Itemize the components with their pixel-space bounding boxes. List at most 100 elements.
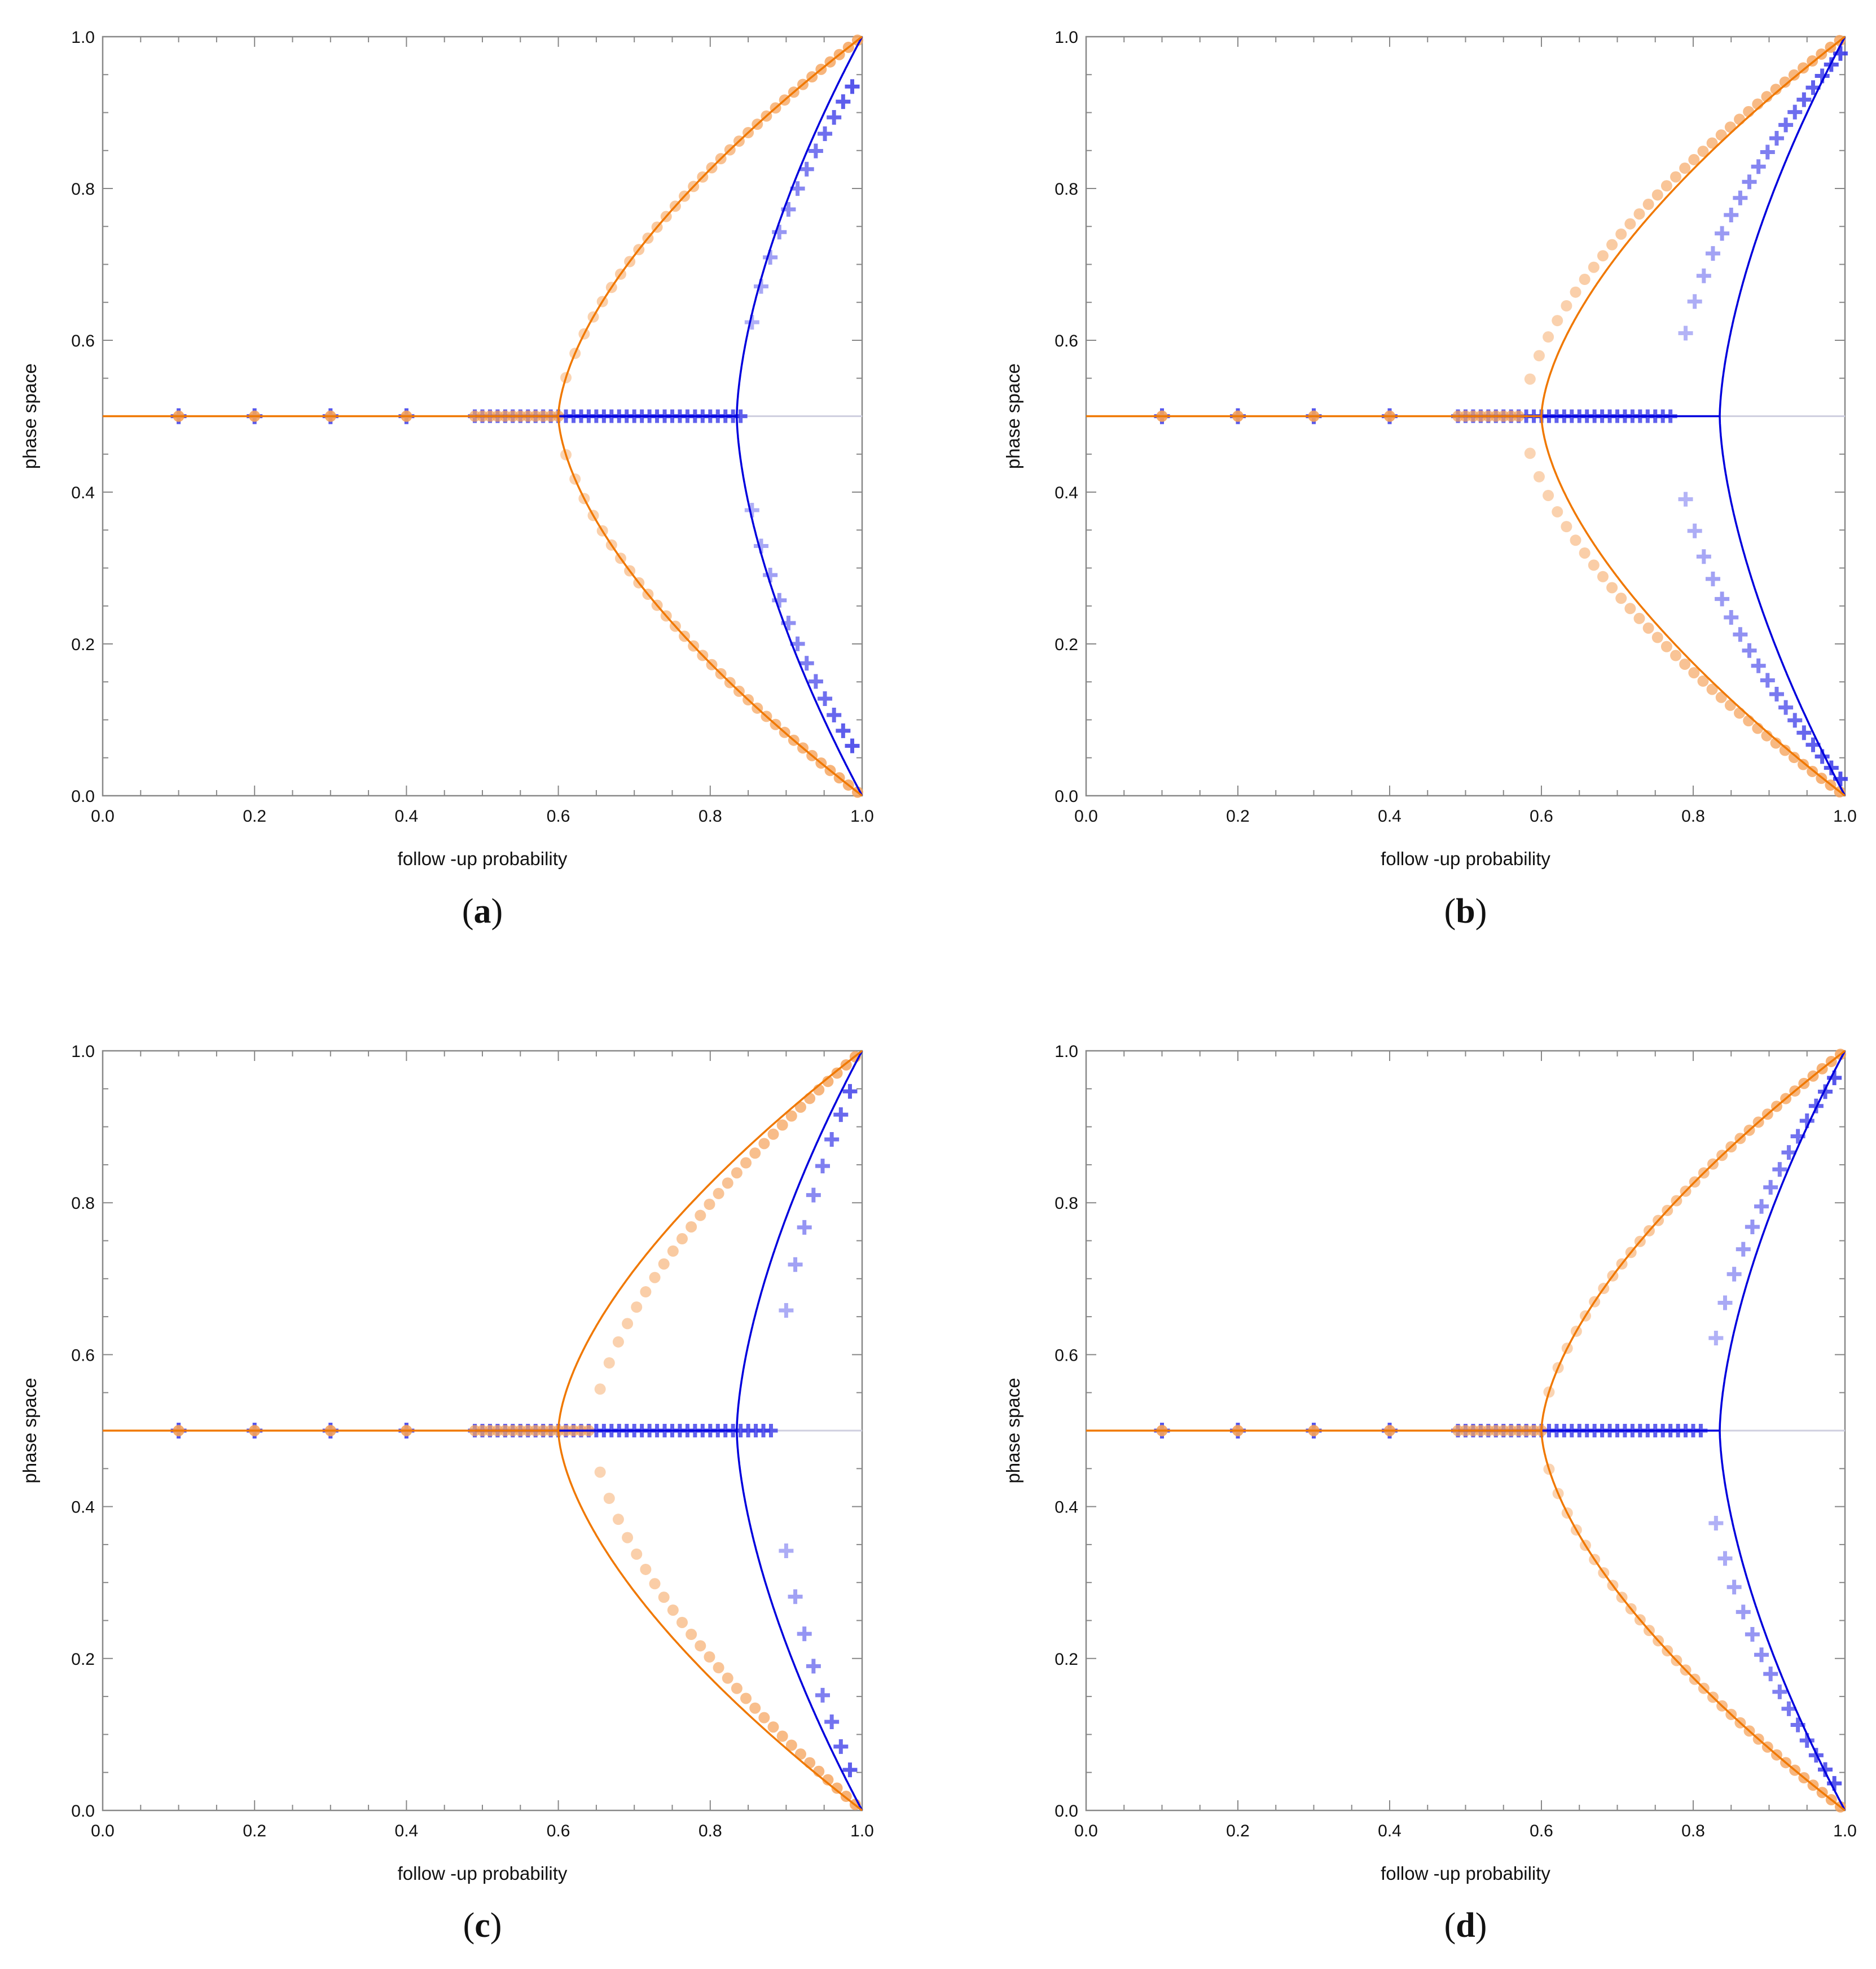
orange-sim-marker [731, 1682, 743, 1694]
blue-sim-marker [763, 568, 778, 583]
orange-sim-marker [1651, 189, 1663, 201]
orange-sim-marker [631, 1301, 643, 1313]
panel-label: (a) [462, 892, 503, 931]
orange-sim-marker [1606, 239, 1618, 251]
x-tick-label: 0.2 [243, 1822, 266, 1840]
orange-sim-marker [749, 1147, 761, 1159]
x-tick-label: 0.4 [1378, 1822, 1401, 1840]
orange-sim-marker [649, 1271, 661, 1283]
blue-sim-marker [1763, 1667, 1778, 1682]
orange-sim-marker [1697, 675, 1709, 687]
blue-theory-curve [1719, 1050, 1846, 1811]
orange-sim-marker [1697, 146, 1709, 157]
x-tick-label: 0.6 [1530, 807, 1553, 826]
blue-sim-marker [763, 249, 778, 265]
blue-sim-marker [815, 1687, 831, 1703]
orange-sim-marker [767, 1128, 779, 1140]
orange-sim-marker [831, 1067, 843, 1079]
orange-sim-marker [658, 1258, 670, 1270]
x-tick-label: 0.8 [698, 807, 722, 826]
blue-sim-marker [808, 143, 823, 159]
orange-sim-marker [1688, 154, 1700, 165]
x-axis-label: follow -up probability [1381, 848, 1550, 869]
orange-sim-marker [722, 1177, 733, 1189]
orange-sim-marker [667, 1604, 679, 1616]
orange-sim-marker [1770, 737, 1782, 749]
blue-sim-marker [1772, 1162, 1787, 1177]
orange-sim-marker [1579, 274, 1591, 286]
blue-sim-marker [1769, 130, 1784, 146]
orange-sim-marker [594, 1383, 606, 1395]
blue-sim-marker [1708, 1515, 1724, 1531]
orange-sim-marker [594, 1466, 606, 1478]
orange-sim-marker [1770, 84, 1782, 95]
blue-sim-marker [779, 1303, 794, 1318]
blue-sim-marker [797, 1626, 812, 1642]
blue-sim-marker [799, 656, 814, 671]
orange-sim-marker [640, 1563, 652, 1575]
blue-sim-marker [1754, 1199, 1769, 1214]
blue-sim-marker [1778, 117, 1794, 133]
orange-sim-marker [1633, 208, 1645, 220]
orange-sim-marker [704, 1199, 715, 1211]
orange-sim-marker [631, 1548, 643, 1560]
x-axis-label: follow -up probability [1381, 1863, 1550, 1884]
orange-sim-marker [695, 1209, 706, 1221]
orange-sim-marker [758, 1138, 770, 1150]
blue-sim-marker [842, 1084, 858, 1099]
orange-sim-marker [1588, 261, 1600, 273]
orange-sim-marker [1597, 571, 1609, 582]
x-tick-label: 0.6 [547, 1822, 570, 1840]
orange-sim-marker [704, 1651, 715, 1663]
y-tick-label: 0.2 [1055, 635, 1078, 654]
x-tick-label: 0.4 [395, 1822, 419, 1840]
orange-sim-marker [1615, 593, 1627, 604]
y-tick-label: 0.8 [71, 1194, 95, 1213]
orange-sim-marker [1779, 76, 1791, 88]
blue-sim-marker [845, 738, 860, 753]
y-tick-label: 0.6 [1055, 332, 1078, 350]
orange-sim-marker [1597, 250, 1609, 262]
blue-sim-marker [1717, 1295, 1733, 1310]
blue-sim-marker [1787, 713, 1803, 728]
orange-sim-marker [1588, 559, 1600, 571]
blue-sim-marker [772, 225, 787, 240]
blue-sim-marker [1715, 226, 1730, 241]
blue-sim-marker [1708, 1331, 1724, 1346]
blue-sim-marker [827, 708, 842, 723]
orange-sim-marker [776, 1730, 788, 1742]
y-tick-label: 0.0 [71, 1802, 95, 1821]
x-tick-label: 0.8 [1681, 807, 1705, 826]
orange-sim-marker [794, 1748, 806, 1760]
orange-sim-marker [804, 1757, 816, 1769]
x-tick-label: 0.2 [1226, 1822, 1250, 1840]
blue-sim-marker [1796, 725, 1812, 740]
blue-theory-curve [736, 1050, 863, 1811]
orange-sim-marker [1660, 641, 1672, 652]
y-tick-label: 0.6 [71, 332, 95, 350]
blue-sim-marker [1760, 673, 1775, 688]
blue-sim-marker [1787, 104, 1803, 120]
y-tick-label: 1.0 [1055, 28, 1078, 47]
orange-sim-marker [676, 1616, 688, 1628]
orange-sim-marker [1715, 129, 1727, 141]
blue-sim-marker [1724, 208, 1739, 223]
panel-b: 0.0 0.2 0.4 0.6 0.8 1.0 0.0 0.2 0.4 0.6 0.8 1.0 foll… [1003, 28, 1857, 931]
orange-theory-curve [557, 36, 863, 797]
orange-sim-marker [1788, 752, 1800, 764]
orange-sim-marker [1706, 683, 1718, 695]
blue-sim-marker [1772, 1684, 1787, 1699]
orange-sim-marker [1724, 121, 1736, 133]
y-tick-label: 0.4 [1055, 484, 1078, 502]
panel-label: (b) [1444, 892, 1487, 931]
orange-sim-marker [1798, 758, 1809, 770]
orange-sim-marker [822, 1774, 834, 1786]
blue-sim-marker [779, 1543, 794, 1558]
blue-sim-marker [1678, 492, 1693, 507]
blue-sim-marker [1751, 159, 1766, 174]
blue-sim-marker [1733, 190, 1748, 205]
orange-sim-marker [740, 1157, 752, 1169]
orange-sim-marker [1734, 113, 1746, 125]
blue-sim-marker [1736, 1242, 1751, 1257]
blue-sim-marker [1781, 1701, 1796, 1716]
